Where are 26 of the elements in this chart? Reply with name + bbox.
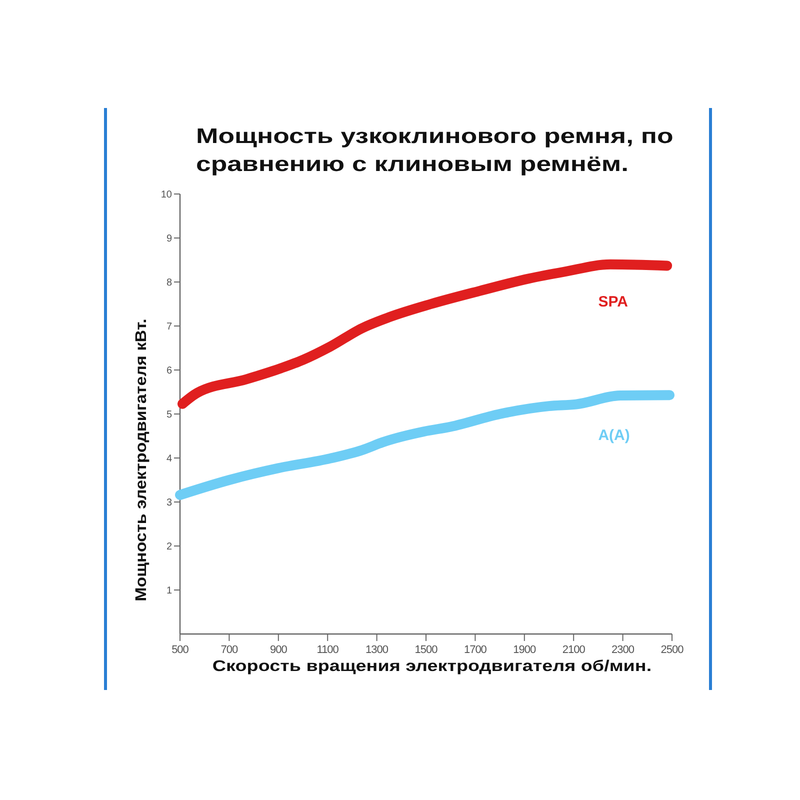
y-tick-label: 7 [166, 322, 172, 332]
y-tick-label: 9 [166, 234, 172, 244]
x-tick-label: 1300 [366, 644, 388, 656]
x-tick-label: 1100 [316, 644, 339, 656]
chart-title: Мощность узкоклинового ремня, по сравнению с клиновым ремнём. [196, 124, 674, 176]
y-tick-label: 10 [160, 190, 172, 200]
y-tick-label: 2 [166, 542, 172, 552]
x-tick-label: 1500 [414, 644, 438, 656]
x-tick-label: 1900 [513, 644, 536, 656]
y-axis-title: Мощность электродвигателя кВт. [132, 318, 150, 602]
y-tick-label: 4 [166, 454, 172, 464]
x-tick-label: 2100 [562, 644, 586, 656]
y-tick-label: 1 [166, 586, 172, 596]
x-tick-label: 700 [220, 644, 238, 656]
y-tick-label: 3 [166, 498, 172, 508]
x-axis-title: Скорость вращения электродвигателя об/мин. [212, 656, 652, 675]
x-tick-label: 2300 [612, 644, 634, 656]
y-tick-label: 5 [166, 410, 172, 420]
series-label: SPA [598, 293, 628, 310]
y-tick-label: 8 [166, 278, 172, 288]
x-tick-label: 500 [172, 644, 189, 656]
series-label: A(A) [598, 426, 630, 444]
x-tick-label: 2500 [660, 644, 684, 656]
y-tick-label: 6 [166, 366, 172, 376]
x-tick-label: 900 [270, 644, 288, 656]
x-tick-label: 1700 [464, 644, 487, 656]
